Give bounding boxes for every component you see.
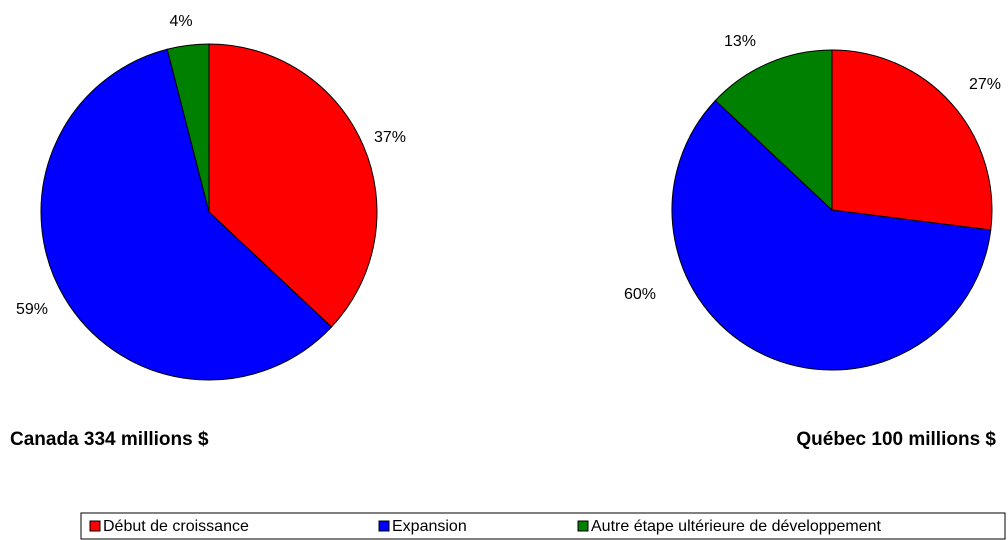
legend-label: Autre étape ultérieure de développement	[591, 518, 882, 535]
data-label: 27%	[969, 76, 1001, 93]
data-label: 13%	[724, 33, 756, 50]
pie-slice	[208, 43, 378, 328]
pie-slice	[166, 43, 210, 213]
legend-label: Début de croissance	[103, 518, 249, 535]
pie-slice	[40, 48, 333, 381]
data-label: 37%	[374, 129, 406, 146]
legend-label: Expansion	[392, 518, 467, 535]
legend-swatch	[378, 520, 390, 532]
data-label: 59%	[16, 301, 48, 318]
legend-box	[80, 512, 1006, 540]
chart-title: Canada 334 millions $	[10, 429, 209, 450]
chart-title: Québec 100 millions $	[796, 429, 996, 450]
legend-swatch	[577, 520, 589, 532]
data-label: 4%	[169, 13, 192, 30]
pie-slice	[714, 49, 833, 212]
pie-slice	[831, 49, 993, 231]
data-label: 60%	[624, 286, 656, 303]
pie-slice	[671, 99, 992, 371]
legend-swatch	[89, 520, 101, 532]
